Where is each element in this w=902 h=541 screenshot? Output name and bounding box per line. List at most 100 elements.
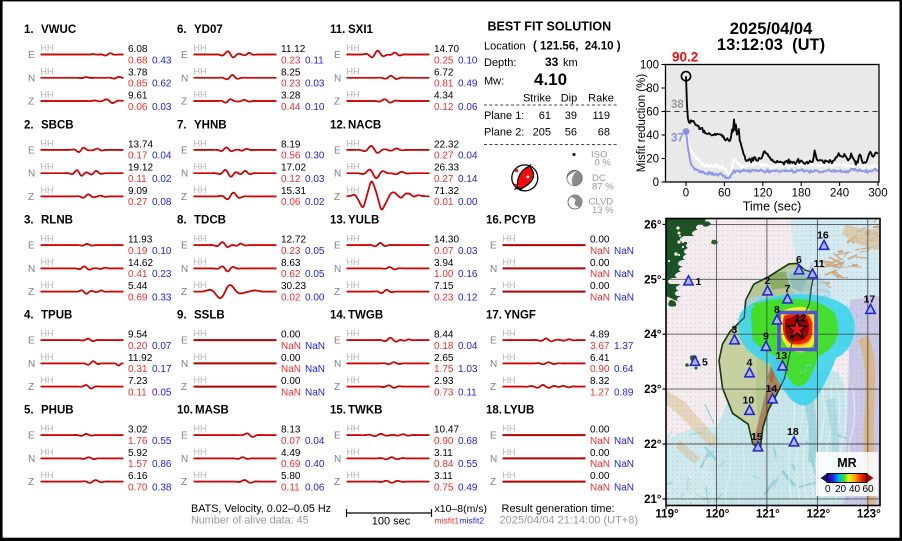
svg-text:Plane 1:: Plane 1:: [484, 110, 524, 122]
svg-text:8.63: 8.63: [281, 258, 301, 269]
svg-text:Dip: Dip: [561, 93, 578, 105]
svg-text:3.78: 3.78: [128, 67, 148, 78]
svg-text:14: 14: [766, 383, 778, 395]
svg-text:1.27: 1.27: [590, 387, 610, 398]
svg-text:120: 120: [753, 188, 772, 200]
svg-text:HH: HH: [194, 257, 207, 267]
svg-text:11.12: 11.12: [281, 44, 306, 55]
svg-text:HH: HH: [347, 447, 360, 457]
svg-text:80: 80: [646, 83, 659, 95]
svg-text:0.17: 0.17: [152, 364, 172, 375]
svg-text:120°: 120°: [706, 509, 730, 521]
svg-text:E: E: [334, 336, 341, 347]
svg-text:Z: Z: [181, 97, 187, 108]
svg-text:0.43: 0.43: [152, 55, 172, 66]
svg-text:14.30: 14.30: [434, 235, 459, 246]
svg-text:12.72: 12.72: [281, 235, 306, 246]
svg-text:0.12: 0.12: [281, 174, 301, 185]
svg-text:0.64: 0.64: [614, 364, 634, 375]
svg-text:Z: Z: [334, 287, 340, 298]
svg-text:7.15: 7.15: [434, 281, 454, 292]
svg-text:1.57: 1.57: [128, 459, 148, 470]
svg-text:11.93: 11.93: [128, 235, 153, 246]
svg-text:1.03: 1.03: [458, 364, 478, 375]
svg-text:0.55: 0.55: [458, 459, 478, 470]
svg-text:Location: Location: [484, 41, 526, 53]
svg-text:Mw:: Mw:: [484, 76, 504, 88]
svg-text:N: N: [334, 454, 341, 465]
svg-text:TPUB: TPUB: [41, 310, 72, 322]
svg-text:0.00: 0.00: [590, 448, 610, 459]
svg-text:Depth:: Depth:: [484, 57, 516, 69]
svg-text:0.68: 0.68: [128, 55, 148, 66]
svg-text:MR: MR: [837, 456, 856, 470]
svg-text:0.06: 0.06: [128, 102, 148, 113]
svg-text:Z: Z: [181, 287, 187, 298]
svg-text:HH: HH: [194, 43, 207, 53]
svg-text:0.00: 0.00: [590, 425, 610, 436]
svg-text:3.94: 3.94: [434, 258, 454, 269]
svg-text:Z: Z: [28, 192, 34, 203]
svg-text:NaN: NaN: [281, 364, 301, 375]
svg-text:0.81: 0.81: [434, 79, 454, 90]
svg-text:0.73: 0.73: [434, 387, 454, 398]
svg-text:15: 15: [751, 431, 763, 443]
svg-text:0.04: 0.04: [305, 436, 325, 447]
svg-text:Z: Z: [490, 287, 496, 298]
svg-text:1.37: 1.37: [614, 341, 634, 352]
svg-text:0: 0: [825, 484, 831, 495]
svg-text:0.11: 0.11: [128, 387, 147, 398]
svg-text:0.05: 0.05: [305, 269, 325, 280]
svg-text:0.69: 0.69: [281, 459, 301, 470]
svg-text:119: 119: [592, 110, 610, 122]
svg-text:15.: 15.: [330, 405, 346, 417]
svg-text:HH: HH: [347, 329, 360, 339]
svg-text:0.00: 0.00: [590, 235, 610, 246]
svg-text:300: 300: [868, 188, 887, 200]
svg-text:0.55: 0.55: [152, 436, 172, 447]
svg-text:4.10: 4.10: [534, 70, 567, 89]
svg-text:1: 1: [696, 276, 702, 288]
svg-text:HH: HH: [194, 162, 207, 172]
svg-text:13 %: 13 %: [592, 205, 614, 216]
svg-text:5.44: 5.44: [128, 281, 148, 292]
svg-text:NaN: NaN: [590, 269, 610, 280]
svg-text:TDCB: TDCB: [194, 215, 226, 227]
svg-text:0.00: 0.00: [590, 471, 610, 482]
svg-text:17.02: 17.02: [281, 163, 306, 174]
svg-text:N: N: [181, 73, 188, 84]
svg-text:N: N: [28, 359, 35, 370]
svg-text:HH: HH: [347, 280, 360, 290]
svg-text:E: E: [28, 50, 35, 61]
svg-text:HH: HH: [41, 162, 54, 172]
svg-text:0.04: 0.04: [458, 341, 478, 352]
svg-text:HH: HH: [194, 470, 207, 480]
svg-text:0.11: 0.11: [305, 55, 324, 66]
svg-text:0.12: 0.12: [434, 102, 454, 113]
svg-text:Z: Z: [334, 477, 340, 488]
svg-text:YD07: YD07: [194, 24, 223, 36]
svg-text:40: 40: [849, 484, 861, 495]
svg-text:E: E: [334, 241, 341, 252]
svg-text:14.70: 14.70: [434, 44, 459, 55]
svg-text:N: N: [28, 73, 35, 84]
svg-text:HH: HH: [41, 470, 54, 480]
svg-text:0.44: 0.44: [281, 102, 301, 113]
svg-text:HH: HH: [41, 90, 54, 100]
svg-text:0.11: 0.11: [458, 387, 477, 398]
svg-text:60: 60: [863, 484, 875, 495]
svg-text:6.16: 6.16: [128, 471, 148, 482]
svg-text:3.: 3.: [24, 215, 34, 227]
svg-text:E: E: [181, 241, 188, 252]
svg-text:MASB: MASB: [195, 405, 229, 417]
svg-text:60: 60: [646, 107, 659, 119]
svg-text:N: N: [181, 359, 188, 370]
svg-text:0.62: 0.62: [281, 269, 301, 280]
svg-text:20: 20: [835, 484, 847, 495]
svg-text:Z: Z: [181, 382, 187, 393]
svg-text:7.23: 7.23: [128, 376, 148, 387]
svg-text:RLNB: RLNB: [41, 215, 73, 227]
svg-text:2025/04/04: 2025/04/04: [730, 20, 813, 38]
svg-text:87 %: 87 %: [592, 182, 614, 193]
svg-text:61: 61: [539, 110, 551, 122]
